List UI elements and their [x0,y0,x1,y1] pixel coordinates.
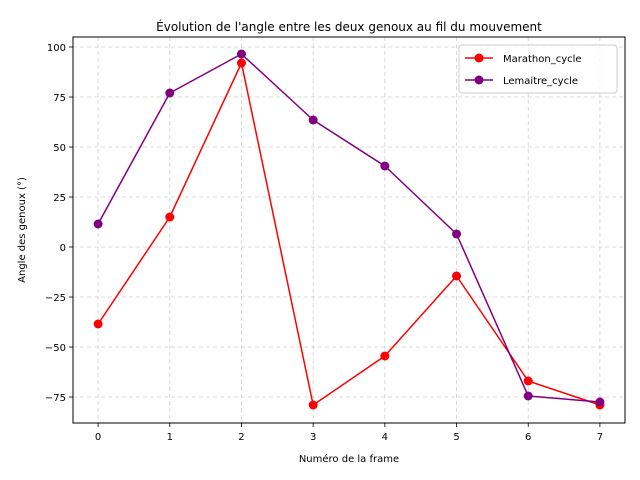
data-point [165,88,175,98]
legend-label-lemaitre: Lemaitre_cycle [503,76,578,87]
data-point [236,49,246,59]
data-point [308,400,318,410]
y-axis-label: Angle des genoux (°) [17,177,28,283]
y-tick-label: 0 [60,243,66,254]
data-point [523,376,533,386]
series-layer [93,49,605,410]
x-tick-label: 6 [525,432,531,443]
data-point [452,229,462,239]
data-point [93,219,103,229]
legend-box [458,44,618,94]
legend-entry-marathon: Marathon_cycle [465,53,582,65]
data-point [93,319,103,329]
grid [73,37,625,423]
y-tick-label: 25 [53,193,66,204]
data-point [236,58,246,68]
x-tick-label: 4 [382,432,388,443]
data-point [380,351,390,361]
series-line-0 [97,62,601,406]
x-tick-label: 1 [167,432,173,443]
x-axis-label: Numéro de la frame [299,453,399,465]
y-tick-label: 100 [47,43,66,54]
data-point [308,115,318,125]
x-tick-label: 3 [310,432,316,443]
y-tick-label: −25 [45,293,66,304]
legend-entry-lemaitre: Lemaitre_cycle [465,75,578,87]
series-line-1 [97,53,600,403]
x-tick-label: 0 [95,432,101,443]
x-tick-label: 2 [238,432,244,443]
y-tick-label: 50 [53,143,66,154]
ticks: 0 1 2 3 4 5 6 7 −75 −50 −25 0 25 50 75 100 [45,43,603,443]
y-tick-label: −50 [45,343,66,354]
plot-area-frame [72,36,626,424]
data-point [452,271,462,281]
y-tick-label: −75 [45,393,66,404]
y-tick-label: 75 [53,93,66,104]
chart-title: Évolution de l'angle entre les deux geno… [156,19,542,34]
data-point [380,161,390,171]
x-tick-label: 5 [453,432,459,443]
legend-marker-marathon [474,53,484,63]
data-point [165,212,175,222]
legend-marker-lemaitre [474,75,484,85]
data-point [595,397,605,407]
data-point [523,391,533,401]
legend-label-marathon: Marathon_cycle [503,54,582,65]
legend: Marathon_cycle Lemaitre_cycle [458,44,618,94]
x-tick-label: 7 [597,432,603,443]
